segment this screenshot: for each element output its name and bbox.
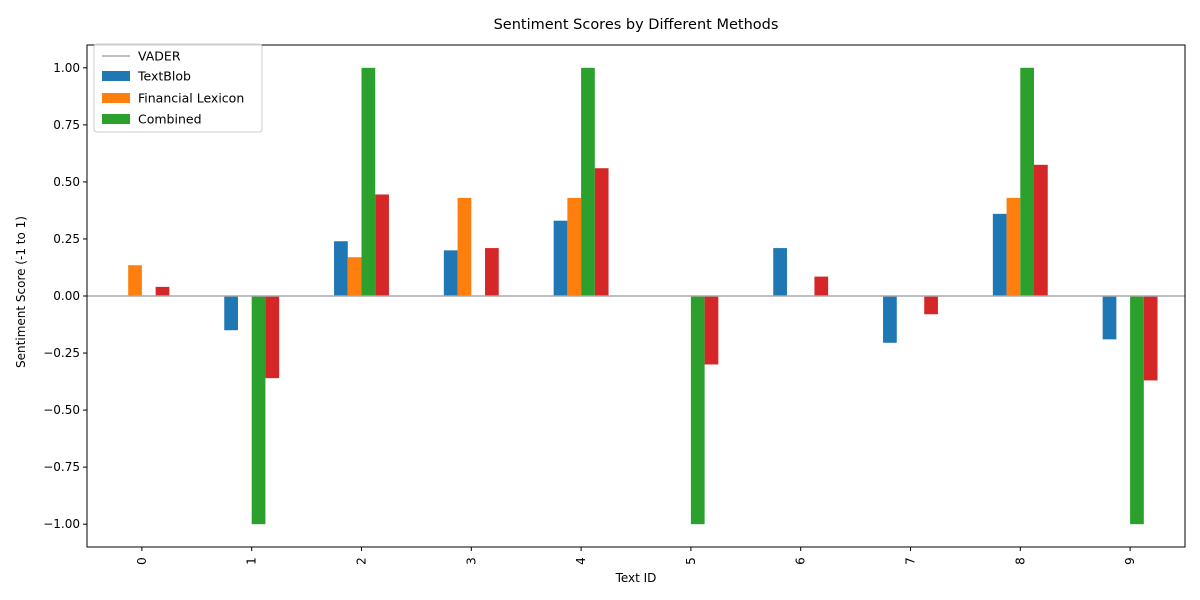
bar-series-3-7 bbox=[924, 296, 938, 315]
x-tick-label: 8 bbox=[1013, 557, 1027, 565]
x-tick-label: 5 bbox=[684, 557, 698, 565]
legend-swatch-combined bbox=[102, 114, 130, 124]
x-tick-label: 9 bbox=[1123, 557, 1137, 565]
x-tick-label: 4 bbox=[574, 557, 588, 565]
x-tick-label: 7 bbox=[904, 557, 918, 565]
bar-combined-9 bbox=[1130, 296, 1144, 525]
y-tick-label: 0.25 bbox=[53, 232, 80, 246]
legend-frame bbox=[93, 43, 263, 133]
y-axis-ticks: −1.00 −0.75 −0.50 −0.25 0.00 0.25 0.50 0.75 1.00 bbox=[43, 61, 87, 531]
bar-textblob-6 bbox=[773, 248, 787, 296]
bar-series-3-9 bbox=[1143, 296, 1158, 381]
legend-swatch-textblob bbox=[102, 71, 130, 81]
bar-series-3-1 bbox=[265, 296, 280, 379]
bar-textblob-2 bbox=[334, 241, 348, 296]
bar-series-3-6 bbox=[814, 276, 829, 296]
bar-textblob-9 bbox=[1102, 296, 1117, 340]
legend: VADER TextBlob Financial Lexicon Combine… bbox=[93, 43, 263, 133]
y-tick-label: −0.50 bbox=[43, 403, 80, 417]
x-tick-label: 3 bbox=[464, 557, 478, 565]
bar-combined-2 bbox=[361, 67, 376, 296]
legend-label-textblob: TextBlob bbox=[137, 69, 191, 84]
bar-combined-4 bbox=[581, 67, 595, 296]
bar-series-3-5 bbox=[704, 296, 719, 365]
bar-financial-lexicon-0 bbox=[128, 265, 142, 296]
x-tick-label: 0 bbox=[135, 557, 149, 565]
bar-textblob-4 bbox=[553, 220, 568, 296]
y-tick-label: −0.75 bbox=[43, 460, 80, 474]
x-tick-label: 6 bbox=[794, 557, 808, 565]
legend-label-combined: Combined bbox=[138, 112, 202, 127]
bar-textblob-7 bbox=[883, 296, 897, 343]
bar-financial-lexicon-3 bbox=[457, 197, 472, 296]
bar-textblob-1 bbox=[224, 296, 238, 331]
legend-swatch-financial-lexicon bbox=[102, 93, 130, 103]
y-tick-label: −1.00 bbox=[43, 517, 80, 531]
bar-series-3-8 bbox=[1034, 164, 1048, 296]
y-tick-label: 0.75 bbox=[53, 118, 80, 132]
x-tick-label: 1 bbox=[245, 557, 259, 565]
y-axis-label: Sentiment Score (-1 to 1) bbox=[14, 216, 28, 368]
bar-textblob-8 bbox=[992, 213, 1007, 296]
bars-group bbox=[128, 67, 1158, 525]
bar-series-3-2 bbox=[375, 194, 389, 296]
bar-series-3-3 bbox=[485, 248, 499, 296]
bar-series-3-0 bbox=[155, 286, 170, 296]
bar-combined-5 bbox=[690, 296, 705, 525]
legend-label-vader: VADER bbox=[138, 49, 181, 64]
bar-combined-1 bbox=[251, 296, 266, 525]
bar-series-3-4 bbox=[594, 168, 609, 296]
y-tick-label: 1.00 bbox=[53, 61, 80, 75]
bar-textblob-3 bbox=[443, 250, 458, 296]
x-axis-label: Text ID bbox=[615, 571, 657, 585]
bar-financial-lexicon-8 bbox=[1006, 197, 1021, 296]
y-tick-label: 0.50 bbox=[53, 175, 80, 189]
y-tick-label: 0.00 bbox=[53, 289, 80, 303]
legend-label-financial-lexicon: Financial Lexicon bbox=[138, 91, 244, 106]
x-tick-label: 2 bbox=[355, 557, 369, 565]
chart-title: Sentiment Scores by Different Methods bbox=[494, 17, 779, 33]
y-tick-label: −0.25 bbox=[43, 346, 80, 360]
bar-combined-8 bbox=[1020, 67, 1035, 296]
bar-financial-lexicon-2 bbox=[347, 257, 362, 296]
x-axis-ticks: 0 1 2 3 4 5 6 7 8 9 bbox=[135, 547, 1137, 565]
bar-financial-lexicon-4 bbox=[567, 197, 582, 296]
